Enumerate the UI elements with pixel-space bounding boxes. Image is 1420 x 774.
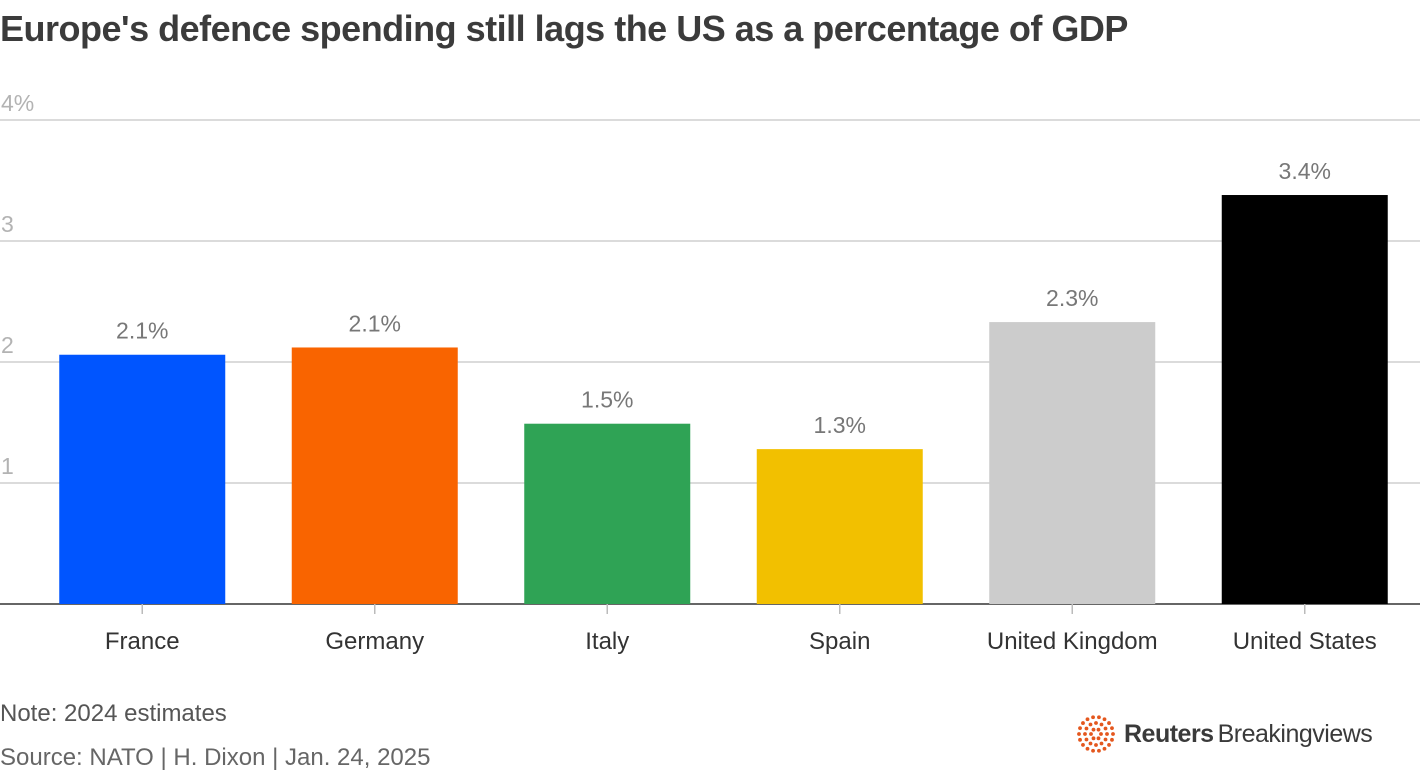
- x-tick-label: United States: [1233, 628, 1377, 655]
- logo-dot: [1085, 746, 1090, 751]
- logo-dot: [1099, 741, 1104, 746]
- x-tick-label: Italy: [585, 628, 629, 655]
- bar-spain: [756, 449, 923, 604]
- bar-united-states: [1221, 195, 1388, 604]
- logo-dot: [1103, 737, 1108, 742]
- reuters-dot-ring-icon: [1077, 715, 1115, 753]
- x-tick-label: Germany: [325, 628, 424, 655]
- logo-dot: [1102, 717, 1107, 722]
- logo-dot: [1085, 717, 1090, 722]
- logo-dot: [1102, 746, 1107, 751]
- y-tick-label: 4%: [1, 90, 34, 116]
- y-tick-label: 2: [1, 332, 14, 358]
- brand-logo: Reuters Breakingviews: [1076, 714, 1373, 754]
- bar-france: [59, 354, 226, 604]
- y-tick-label: 1: [1, 453, 14, 479]
- chart-source: Source: NATO | H. Dixon | Jan. 24, 2025: [0, 744, 431, 771]
- data-label: 2.1%: [116, 318, 168, 344]
- logo-dot: [1099, 722, 1104, 727]
- chart-title: Europe's defence spending still lags the…: [0, 8, 1128, 49]
- logo-dot: [1081, 721, 1085, 725]
- logo-dot: [1110, 726, 1114, 731]
- brand-name-regular: Breakingviews: [1217, 719, 1373, 748]
- bar-chart: 1 2 3 4% 2.1% France 2.1% Germany 1.5% Italy 1.3%…: [0, 90, 1420, 655]
- logo-dot: [1091, 715, 1095, 720]
- logo-dot: [1077, 732, 1081, 736]
- logo-dot: [1091, 727, 1096, 732]
- brand-name-bold: Reuters: [1124, 719, 1214, 748]
- labels: 2.1% France 2.1% Germany 1.5% Italy 1.3% Spain 2…: [105, 158, 1377, 655]
- data-label: 1.5%: [581, 387, 633, 413]
- bar-italy: [524, 423, 691, 604]
- logo-dot: [1096, 727, 1101, 732]
- x-tick-label: Spain: [809, 628, 870, 655]
- data-label: 1.3%: [814, 412, 866, 438]
- logo-dot: [1084, 726, 1089, 731]
- chart-note: Note: 2024 estimates: [0, 700, 227, 727]
- logo-dot: [1107, 743, 1111, 747]
- logo-dot: [1091, 748, 1095, 753]
- bar-germany: [291, 347, 458, 604]
- logo-dot: [1088, 741, 1093, 746]
- logo-dot: [1099, 732, 1103, 736]
- logo-dot: [1084, 737, 1089, 742]
- logo-dot: [1110, 737, 1114, 742]
- logo-dot: [1081, 743, 1085, 747]
- logo-dot: [1111, 732, 1115, 736]
- logo-dot: [1096, 736, 1101, 741]
- bar-united-kingdom: [989, 322, 1156, 604]
- logo-dot: [1083, 732, 1087, 736]
- data-label: 3.4%: [1279, 158, 1331, 184]
- logo-dot: [1078, 737, 1082, 742]
- logo-dot: [1097, 748, 1101, 753]
- logo-dot: [1097, 715, 1101, 720]
- logo-dot: [1107, 721, 1111, 725]
- logo-dot: [1078, 726, 1082, 731]
- logo-dot: [1105, 732, 1109, 736]
- data-label: 2.1%: [349, 310, 401, 336]
- gridlines: 1 2 3 4%: [0, 90, 1420, 605]
- logo-dot: [1089, 732, 1093, 736]
- logo-dot: [1088, 722, 1093, 727]
- x-tick-label: United Kingdom: [987, 628, 1158, 655]
- logo-dot: [1091, 736, 1096, 741]
- logo-dot: [1094, 721, 1098, 725]
- y-tick-label: 3: [1, 211, 14, 237]
- logo-dot: [1103, 726, 1108, 731]
- logo-dot: [1094, 743, 1098, 747]
- x-tick-label: France: [105, 628, 180, 655]
- bars: [59, 195, 1388, 604]
- data-label: 2.3%: [1046, 285, 1098, 311]
